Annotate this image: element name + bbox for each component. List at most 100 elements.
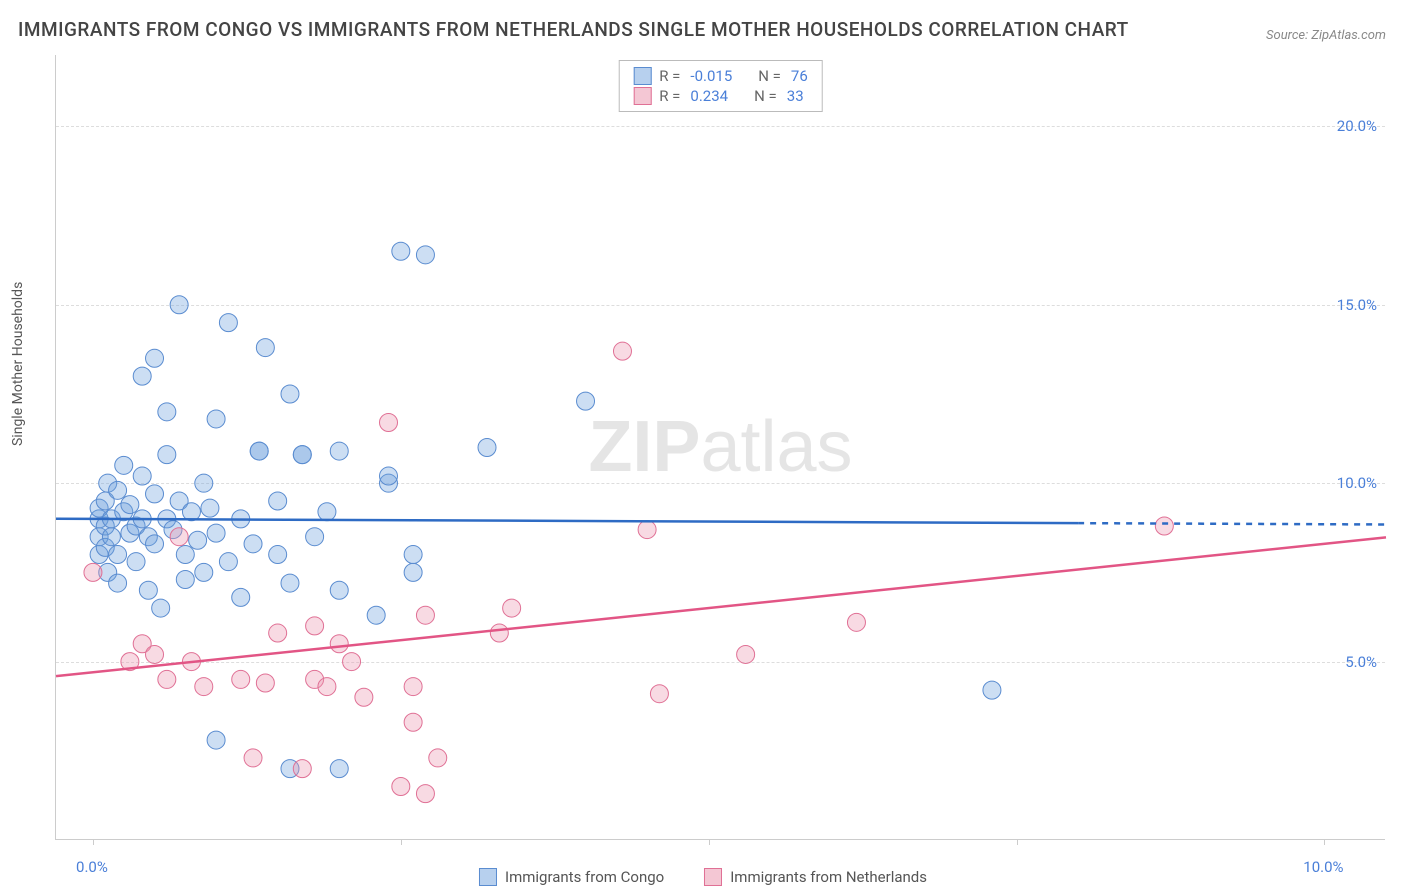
data-point [207, 731, 225, 749]
legend-label-neth: Immigrants from Netherlands [730, 868, 927, 886]
data-point [133, 367, 151, 385]
n-value-neth: 33 [787, 87, 804, 105]
n-label: N = [758, 67, 781, 85]
data-point [269, 546, 287, 564]
data-point [404, 546, 422, 564]
trend-line [56, 519, 1078, 523]
data-point [983, 681, 1001, 699]
data-point [176, 571, 194, 589]
data-point [330, 581, 348, 599]
data-point [638, 521, 656, 539]
data-point [244, 535, 262, 553]
data-point [219, 314, 237, 332]
legend-label-congo: Immigrants from Congo [505, 868, 664, 886]
x-tick-label: 10.0% [1303, 858, 1343, 876]
stats-row-neth: R = 0.234 N = 33 [633, 86, 808, 106]
data-point [102, 528, 120, 546]
trend-line [56, 537, 1386, 676]
data-point [269, 492, 287, 510]
chart-plot-area: ZIPatlas R = -0.015 N = 76 R = 0.234 N =… [55, 55, 1385, 840]
data-point [404, 563, 422, 581]
r-label: R = [659, 87, 680, 105]
swatch-congo-icon [633, 67, 651, 85]
data-point [330, 442, 348, 460]
data-point [244, 749, 262, 767]
data-point [416, 246, 434, 264]
data-point [176, 546, 194, 564]
data-point [84, 563, 102, 581]
r-label: R = [659, 67, 680, 85]
swatch-congo-icon [479, 868, 497, 886]
data-point [490, 624, 508, 642]
data-point [293, 446, 311, 464]
data-point [207, 410, 225, 428]
data-point [613, 342, 631, 360]
data-point [232, 588, 250, 606]
data-point [650, 685, 668, 703]
trend-line-dashed [1078, 523, 1386, 524]
data-point [170, 296, 188, 314]
data-point [195, 563, 213, 581]
x-tick [93, 839, 94, 845]
legend-item-congo: Immigrants from Congo [479, 868, 664, 886]
y-axis-label: Single Mother Households [10, 282, 26, 446]
x-tick [401, 839, 402, 845]
data-point [201, 499, 219, 517]
data-point [146, 645, 164, 663]
swatch-neth-icon [704, 868, 722, 886]
data-point [306, 617, 324, 635]
data-point [392, 777, 410, 795]
data-point [256, 339, 274, 357]
data-point [318, 678, 336, 696]
source-citation: Source: ZipAtlas.com [1266, 28, 1386, 43]
data-point [146, 349, 164, 367]
data-point [1155, 517, 1173, 535]
data-point [281, 385, 299, 403]
data-point [133, 467, 151, 485]
data-point [380, 467, 398, 485]
r-value-neth: 0.234 [690, 87, 728, 105]
x-tick-label: 0.0% [76, 858, 108, 876]
data-point [404, 713, 422, 731]
data-point [170, 528, 188, 546]
data-point [189, 531, 207, 549]
data-point [250, 442, 268, 460]
x-tick [1017, 839, 1018, 845]
stats-legend: R = -0.015 N = 76 R = 0.234 N = 33 [618, 60, 823, 112]
n-label: N = [754, 87, 777, 105]
data-point [416, 785, 434, 803]
data-point [269, 624, 287, 642]
data-point [195, 678, 213, 696]
data-point [429, 749, 447, 767]
swatch-neth-icon [633, 87, 651, 105]
legend-item-neth: Immigrants from Netherlands [704, 868, 927, 886]
data-point [478, 439, 496, 457]
data-point [306, 528, 324, 546]
stats-row-congo: R = -0.015 N = 76 [633, 66, 808, 86]
data-point [219, 553, 237, 571]
data-point [404, 678, 422, 696]
data-point [158, 670, 176, 688]
r-value-congo: -0.015 [690, 67, 732, 85]
data-point [416, 606, 434, 624]
data-point [146, 485, 164, 503]
data-point [355, 688, 373, 706]
data-point [158, 403, 176, 421]
data-point [343, 653, 361, 671]
data-point [121, 496, 139, 514]
series-legend: Immigrants from Congo Immigrants from Ne… [479, 868, 927, 886]
data-point [503, 599, 521, 617]
data-point [109, 574, 127, 592]
data-point [392, 242, 410, 260]
data-point [109, 481, 127, 499]
data-point [577, 392, 595, 410]
data-point [146, 535, 164, 553]
data-point [115, 456, 133, 474]
data-point [152, 599, 170, 617]
scatter-svg [56, 55, 1385, 839]
data-point [139, 581, 157, 599]
data-point [380, 414, 398, 432]
data-point [318, 503, 336, 521]
data-point [330, 635, 348, 653]
data-point [847, 613, 865, 631]
